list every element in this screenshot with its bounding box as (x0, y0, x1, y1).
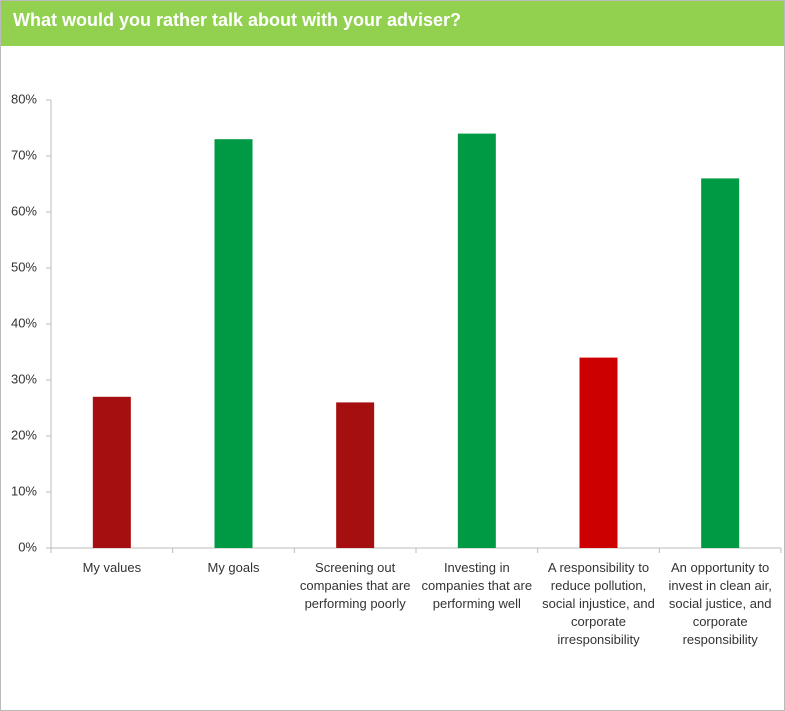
bar (336, 402, 375, 548)
bar (92, 396, 131, 548)
y-tick-label: 70% (11, 147, 37, 162)
x-tick-label: A responsibility to reduce pollution, so… (542, 560, 655, 647)
y-tick-label: 30% (11, 371, 37, 386)
y-tick-label: 10% (11, 483, 37, 498)
x-tick-label: Screening out companies that are perform… (299, 560, 411, 611)
y-tick-label: 80% (11, 91, 37, 106)
x-tick-label: My goals (207, 560, 260, 575)
x-tick-label: An opportunity to invest in clean air, s… (668, 560, 772, 647)
y-tick-label: 60% (11, 203, 37, 218)
y-tick-label: 40% (11, 315, 37, 330)
bar (579, 357, 618, 548)
x-tick-label: Investing in companies that are performi… (421, 560, 533, 611)
x-tick-label: My values (82, 560, 142, 575)
y-tick-label: 0% (18, 539, 37, 554)
bar (214, 139, 253, 548)
bar (457, 133, 496, 548)
y-tick-label: 50% (11, 259, 37, 274)
y-tick-label: 20% (11, 427, 37, 442)
bar (701, 178, 740, 548)
chart-title: What would you rather talk about with yo… (1, 1, 784, 46)
